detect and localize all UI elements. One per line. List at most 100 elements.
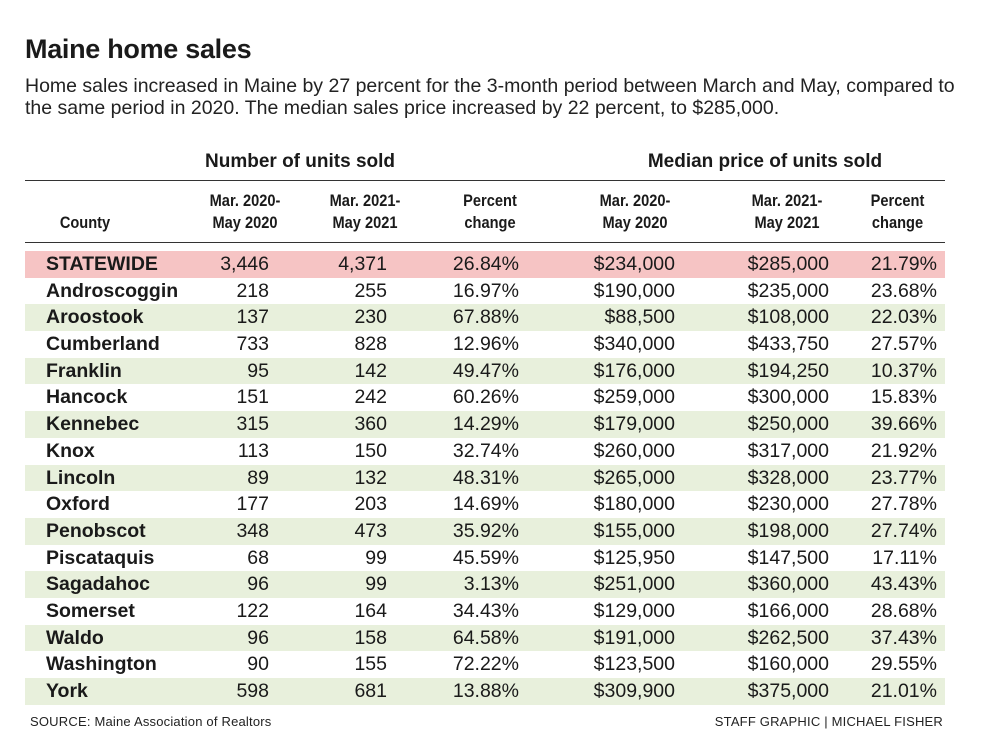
price-2021-cell: $250,000	[747, 413, 829, 436]
col-header-county: County	[59, 213, 111, 232]
table-row: Kennebec 315 360 14.29% $179,000 $250,000 39.6…	[25, 411, 945, 438]
county-cell: Piscataquis	[46, 546, 155, 569]
price-change-cell: 28.68%	[870, 599, 937, 622]
price-2021-cell: $166,000	[747, 599, 829, 622]
units-group-header: Number of units sold	[205, 151, 395, 172]
price-2020-cell: $191,000	[593, 626, 675, 649]
units-2021-cell: 230	[354, 306, 387, 329]
table-row: Oxford 177 203 14.69% $180,000 $230,000 27.78%	[25, 491, 945, 518]
graphic-credit: STAFF GRAPHIC | MICHAEL FISHER	[714, 714, 943, 729]
county-cell: Penobscot	[46, 519, 146, 542]
units-2020-cell: 137	[236, 306, 269, 329]
county-cell: Lincoln	[46, 466, 116, 489]
page-title: Maine home sales	[25, 34, 252, 64]
units-change-cell: 45.59%	[452, 546, 519, 569]
price-2020-cell: $123,500	[593, 653, 675, 676]
col-header-units-2020: Mar. 2020- May 2020	[209, 191, 281, 232]
price-change-cell: 17.11%	[872, 546, 937, 569]
county-cell: Washington	[46, 653, 157, 676]
price-2021-cell: $360,000	[747, 573, 829, 596]
units-2020-cell: 3,446	[220, 253, 269, 275]
price-2021-cell: $285,000	[747, 253, 829, 275]
units-change-cell: 60.26%	[452, 386, 519, 409]
price-2020-cell: $340,000	[593, 333, 675, 356]
table-row: York 598 681 13.88% $309,900 $375,000 21.01%	[25, 678, 945, 705]
table-row: Waldo 96 158 64.58% $191,000 $262,500 37.43%	[25, 624, 945, 652]
units-2020-cell: 151	[236, 386, 269, 409]
county-cell: Somerset	[46, 599, 135, 622]
units-2020-cell: 348	[236, 519, 269, 542]
units-2021-cell: 473	[354, 519, 387, 542]
units-2021-cell: 150	[354, 439, 387, 462]
units-2021-cell: 99	[365, 573, 387, 596]
price-2021-cell: $433,750	[747, 333, 829, 356]
units-change-cell: 67.88%	[452, 306, 519, 329]
col-header-units-2021: Mar. 2021- May 2021	[329, 191, 401, 232]
top-rule	[25, 180, 945, 181]
units-change-cell: 14.69%	[452, 493, 519, 516]
price-change-cell: 21.01%	[870, 680, 937, 702]
units-2021-cell: 132	[354, 466, 387, 489]
units-2021-cell: 242	[354, 386, 387, 409]
price-2020-cell: $129,000	[593, 599, 675, 622]
table-row: Franklin 95 142 49.47% $176,000 $194,250 10.37…	[25, 357, 945, 385]
page-subtitle: Home sales increased in Maine by 27 perc…	[25, 75, 955, 119]
statewide-row: STATEWIDE 3,446 4,371 26.84% $234,000 $285,00…	[25, 251, 945, 278]
units-2020-cell: 733	[236, 333, 269, 356]
price-2021-cell: $235,000	[747, 279, 829, 302]
price-change-cell: 37.43%	[870, 626, 937, 649]
col-header-price-2021: Mar. 2021- May 2021	[751, 191, 823, 232]
units-2020-cell: 122	[236, 599, 269, 622]
table-row: Cumberland 733 828 12.96% $340,000 $433,750 27…	[25, 331, 945, 358]
price-change-cell: 21.92%	[870, 439, 937, 462]
county-cell: Oxford	[46, 493, 110, 516]
table-row: Sagadahoc 96 99 3.13% $251,000 $360,000 43.43%	[25, 571, 945, 598]
price-2020-cell: $251,000	[593, 573, 675, 596]
units-2020-cell: 96	[247, 626, 269, 649]
price-2020-cell: $179,000	[593, 413, 675, 436]
units-2020-cell: 177	[236, 493, 269, 516]
header-rule	[25, 242, 945, 243]
units-2020-cell: 68	[247, 546, 269, 569]
units-2020-cell: 89	[247, 466, 269, 489]
units-change-cell: 34.43%	[452, 599, 519, 622]
units-change-cell: 32.74%	[452, 439, 519, 462]
units-2021-cell: 142	[354, 359, 387, 382]
county-cell: Knox	[46, 439, 95, 462]
units-2020-cell: 113	[237, 439, 269, 462]
table-row: Aroostook 137 230 67.88% $88,500 $108,000 22.0…	[25, 304, 945, 332]
price-2021-cell: $317,000	[747, 439, 829, 462]
table-row: Penobscot 348 473 35.92% $155,000 $198,000 27.…	[25, 517, 945, 545]
table-row: Washington 90 155 72.22% $123,500 $160,000 29.…	[25, 651, 945, 678]
price-2021-cell: $300,000	[747, 386, 829, 409]
county-cell: Androscoggin	[46, 279, 179, 302]
price-change-cell: 39.66%	[870, 413, 937, 436]
price-group-header: Median price of units sold	[647, 151, 883, 172]
units-2020-cell: 95	[247, 359, 269, 382]
units-2020-cell: 218	[236, 279, 269, 302]
county-cell: Hancock	[46, 386, 128, 409]
price-change-cell: 27.78%	[870, 493, 937, 516]
price-change-cell: 29.55%	[870, 653, 937, 676]
price-2021-cell: $160,000	[747, 653, 829, 676]
price-2020-cell: $265,000	[593, 466, 675, 489]
table-row: Somerset 122 164 34.43% $129,000 $166,000 28.6…	[25, 598, 945, 625]
price-2021-cell: $194,250	[747, 359, 829, 382]
units-2020-cell: 315	[236, 413, 269, 436]
price-change-cell: 15.83%	[870, 386, 937, 409]
county-cell: STATEWIDE	[46, 253, 158, 275]
price-2021-cell: $108,000	[747, 306, 829, 329]
units-2021-cell: 681	[354, 680, 387, 702]
price-change-cell: 23.68%	[870, 279, 937, 302]
county-cell: Kennebec	[46, 413, 140, 436]
units-change-cell: 72.22%	[452, 653, 519, 676]
units-change-cell: 12.96%	[452, 333, 519, 356]
county-cell: Sagadahoc	[46, 573, 151, 596]
price-change-cell: 22.03%	[870, 306, 937, 329]
col-header-units-change: Percent change	[463, 191, 517, 232]
price-2020-cell: $180,000	[593, 493, 675, 516]
price-change-cell: 27.74%	[870, 519, 937, 542]
price-2021-cell: $198,000	[747, 519, 829, 542]
county-cell: Waldo	[46, 626, 104, 649]
units-2021-cell: 828	[354, 333, 387, 356]
